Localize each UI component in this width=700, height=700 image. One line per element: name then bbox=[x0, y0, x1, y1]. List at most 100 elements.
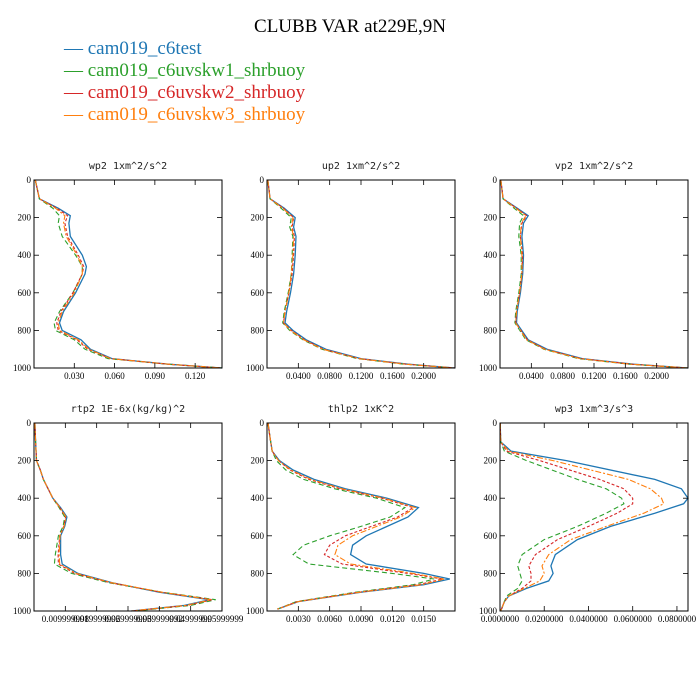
series-line bbox=[34, 422, 213, 612]
legend-line-icon: — bbox=[64, 38, 88, 59]
legend-line-icon: — bbox=[64, 60, 88, 81]
y-tick-label: 400 bbox=[484, 250, 498, 260]
series-line bbox=[267, 422, 443, 610]
x-tick-label: 0.0200000 bbox=[525, 614, 564, 624]
x-tick-label: 0.090 bbox=[145, 371, 166, 381]
y-tick-label: 800 bbox=[251, 325, 265, 335]
series-line bbox=[34, 179, 223, 369]
x-tick-label: 0.1200 bbox=[349, 371, 374, 381]
x-tick-label: 0.120 bbox=[185, 371, 206, 381]
y-tick-label: 200 bbox=[484, 213, 498, 223]
x-tick-label: 0.060 bbox=[104, 371, 125, 381]
series-line bbox=[267, 179, 456, 369]
series-line bbox=[500, 179, 689, 369]
y-tick-label: 400 bbox=[251, 493, 265, 503]
y-tick-label: 1000 bbox=[13, 363, 32, 373]
y-tick-label: 800 bbox=[484, 325, 498, 335]
plot-frame bbox=[266, 422, 456, 612]
legend-label: cam019_c6uvskw1_shrbuoy bbox=[87, 60, 306, 81]
legend: — cam019_c6test — cam019_c6uvskw1_shrbuo… bbox=[64, 38, 305, 126]
legend-item: — cam019_c6uvskw3_shrbuoy bbox=[64, 104, 305, 126]
chart-rtp2-svg: rtp2 1E-6x(kg/kg)^2 0 200 400 600 800 1000 0.00… bbox=[13, 404, 244, 624]
y-tick-label: 400 bbox=[18, 250, 32, 260]
chart-up2: up2 1xm^2/s^2 0 200 400 600 800 1000 0.0400 0.08… bbox=[233, 155, 466, 400]
y-tick-label: 400 bbox=[251, 250, 265, 260]
y-tick-label: 800 bbox=[484, 568, 498, 578]
chart-vp2: vp2 1xm^2/s^2 0 200 400 600 800 1000 0.0400 0.08… bbox=[466, 155, 699, 400]
x-tick-label: 0.0800000 bbox=[658, 614, 697, 624]
legend-label: cam019_c6test bbox=[87, 38, 202, 59]
y-tick-label: 1000 bbox=[479, 606, 498, 616]
y-tick-label: 0 bbox=[27, 175, 32, 185]
chart-rtp2: rtp2 1E-6x(kg/kg)^2 0 200 400 600 800 1000 0.00… bbox=[0, 398, 244, 643]
y-tick-label: 800 bbox=[251, 568, 265, 578]
x-tick-label: 0.0000000 bbox=[481, 614, 520, 624]
series-line bbox=[267, 422, 450, 610]
legend-label: cam019_c6uvskw2_shrbuoy bbox=[87, 82, 306, 103]
plot-title: wp2 1xm^2/s^2 bbox=[89, 161, 167, 172]
y-tick-label: 600 bbox=[18, 288, 32, 298]
legend-item: — cam019_c6test bbox=[64, 38, 305, 60]
chart-vp2-svg: vp2 1xm^2/s^2 0 200 400 600 800 1000 0.0400 0.08… bbox=[479, 161, 689, 381]
y-tick-label: 600 bbox=[251, 288, 265, 298]
y-tick-label: 0 bbox=[493, 175, 498, 185]
series-line bbox=[499, 422, 689, 612]
x-tick-label: 0.0400 bbox=[286, 371, 311, 381]
plot-title: up2 1xm^2/s^2 bbox=[322, 161, 400, 172]
y-tick-label: 600 bbox=[251, 531, 265, 541]
series-line bbox=[34, 179, 223, 369]
plot-title: thlp2 1xK^2 bbox=[328, 404, 394, 415]
plot-frame bbox=[499, 422, 689, 612]
series-line bbox=[267, 179, 456, 369]
y-tick-label: 1000 bbox=[246, 606, 265, 616]
legend-item: — cam019_c6uvskw2_shrbuoy bbox=[64, 82, 305, 104]
legend-line-icon: — bbox=[64, 82, 88, 103]
x-tick-label: 0.04999999 bbox=[169, 614, 212, 624]
x-tick-label: 0.0800 bbox=[550, 371, 575, 381]
x-tick-label: 0.030 bbox=[64, 371, 85, 381]
series-line bbox=[499, 422, 634, 612]
plot-frame bbox=[33, 422, 223, 612]
x-tick-label: 0.2000 bbox=[411, 371, 436, 381]
x-tick-label: 0.0060 bbox=[317, 614, 342, 624]
y-tick-label: 200 bbox=[18, 213, 32, 223]
x-tick-label: 0.0120 bbox=[380, 614, 405, 624]
series-line bbox=[34, 422, 216, 612]
x-tick-label: 0.1600 bbox=[380, 371, 405, 381]
x-tick-label: 0.0150 bbox=[411, 614, 436, 624]
x-tick-label: 0.0400000 bbox=[569, 614, 608, 624]
y-tick-label: 600 bbox=[484, 531, 498, 541]
y-tick-label: 800 bbox=[18, 568, 32, 578]
y-tick-label: 0 bbox=[260, 175, 265, 185]
y-tick-label: 0 bbox=[260, 418, 265, 428]
chart-wp3: wp3 1xm^3/s^3 0 200 400 600 800 1000 0.0000000 0… bbox=[466, 398, 699, 643]
series-line bbox=[500, 179, 689, 369]
series-line bbox=[499, 422, 625, 612]
figure-title: CLUBB VAR at229E,9N bbox=[254, 16, 446, 37]
plot-title: vp2 1xm^2/s^2 bbox=[555, 161, 633, 172]
y-tick-label: 600 bbox=[484, 288, 498, 298]
series-line bbox=[34, 179, 223, 369]
plot-frame bbox=[33, 179, 223, 369]
series-line bbox=[34, 422, 210, 612]
y-tick-label: 0 bbox=[493, 418, 498, 428]
x-tick-label: 0.0400 bbox=[519, 371, 544, 381]
chart-up2-svg: up2 1xm^2/s^2 0 200 400 600 800 1000 0.0400 0.08… bbox=[246, 161, 456, 381]
legend-item: — cam019_c6uvskw1_shrbuoy bbox=[64, 60, 305, 82]
series-line bbox=[267, 422, 445, 610]
y-tick-label: 800 bbox=[18, 325, 32, 335]
series-line bbox=[34, 422, 212, 612]
series-line bbox=[267, 179, 456, 369]
plot-title: rtp2 1E-6x(kg/kg)^2 bbox=[71, 404, 185, 415]
x-tick-label: 0.029999996 bbox=[104, 614, 152, 624]
chart-wp2-svg: wp2 1xm^2/s^2 0 200 400 600 800 1000 0.030 0.060… bbox=[13, 161, 223, 381]
y-tick-label: 1000 bbox=[13, 606, 32, 616]
series-line bbox=[267, 422, 435, 610]
y-tick-label: 1000 bbox=[479, 363, 498, 373]
x-tick-label: 0.0090 bbox=[349, 614, 374, 624]
x-tick-label: 0.039999992 bbox=[136, 614, 183, 624]
plot-title: wp3 1xm^3/s^3 bbox=[555, 404, 633, 415]
x-tick-label: 0.05999999 bbox=[201, 614, 244, 624]
y-tick-label: 200 bbox=[18, 456, 32, 466]
y-tick-label: 200 bbox=[484, 456, 498, 466]
